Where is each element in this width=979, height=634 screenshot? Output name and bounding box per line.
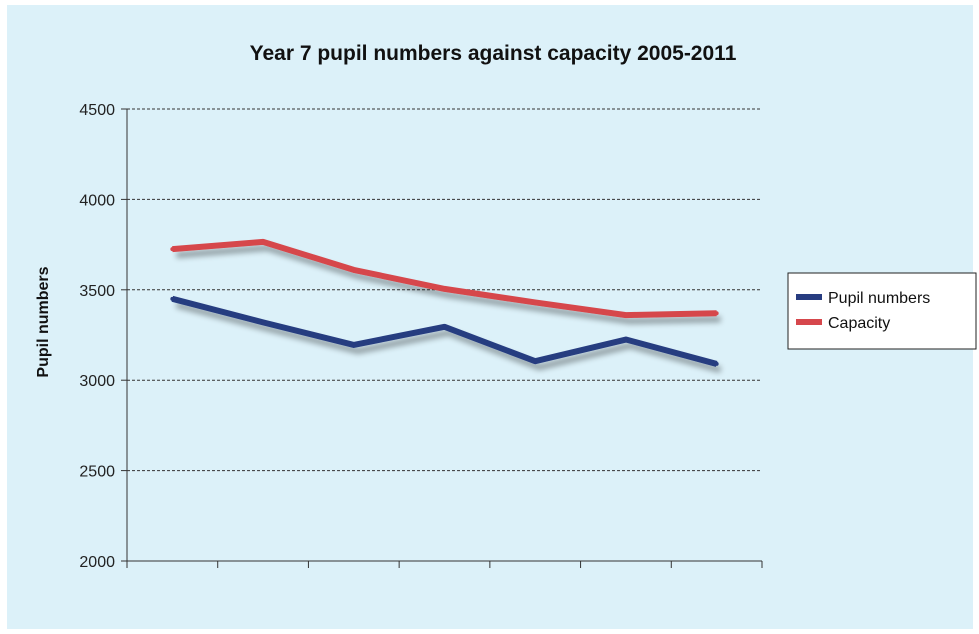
data-point-pupil-numbers: [261, 320, 266, 325]
gridlines: [121, 108, 762, 562]
axes: [126, 109, 763, 568]
data-point-capacity: [623, 313, 628, 318]
legend: Pupil numbers Capacity: [787, 272, 977, 350]
data-point-pupil-numbers: [714, 361, 719, 366]
data-point-capacity: [442, 286, 447, 291]
data-point-pupil-numbers: [351, 342, 356, 347]
data-point-pupil-numbers: [170, 296, 175, 301]
data-point-capacity: [533, 300, 538, 305]
legend-swatch-capacity: [796, 319, 822, 325]
data-point-pupil-numbers: [442, 324, 447, 329]
y-tick-labels: 2000 2500 3000 3500 4000 4500: [79, 102, 115, 571]
data-point-pupil-numbers: [533, 359, 538, 364]
chart-title: Year 7 pupil numbers against capacity 20…: [250, 42, 737, 65]
legend-swatch-pupil-numbers: [796, 294, 822, 300]
y-tick-label: 4500: [79, 102, 115, 119]
legend-box: [787, 272, 977, 350]
data-point-pupil-numbers: [623, 337, 628, 342]
y-tick-label: 2500: [79, 464, 115, 481]
series-lines: [170, 238, 719, 367]
series-line-capacity: [172, 238, 717, 319]
y-tick-label: 4000: [79, 192, 115, 209]
data-point-capacity: [261, 239, 266, 244]
y-axis-label: Pupil numbers: [35, 266, 52, 377]
series-line-pupil-numbers: [171, 295, 718, 367]
y-tick-label: 3000: [79, 373, 115, 390]
data-point-capacity: [714, 311, 719, 316]
y-tick-label: 2000: [79, 554, 115, 571]
legend-label-pupil-numbers: Pupil numbers: [828, 290, 930, 307]
data-point-capacity: [170, 247, 175, 252]
legend-label-capacity: Capacity: [828, 315, 890, 332]
data-point-capacity: [351, 267, 356, 272]
y-tick-label: 3500: [79, 283, 115, 300]
